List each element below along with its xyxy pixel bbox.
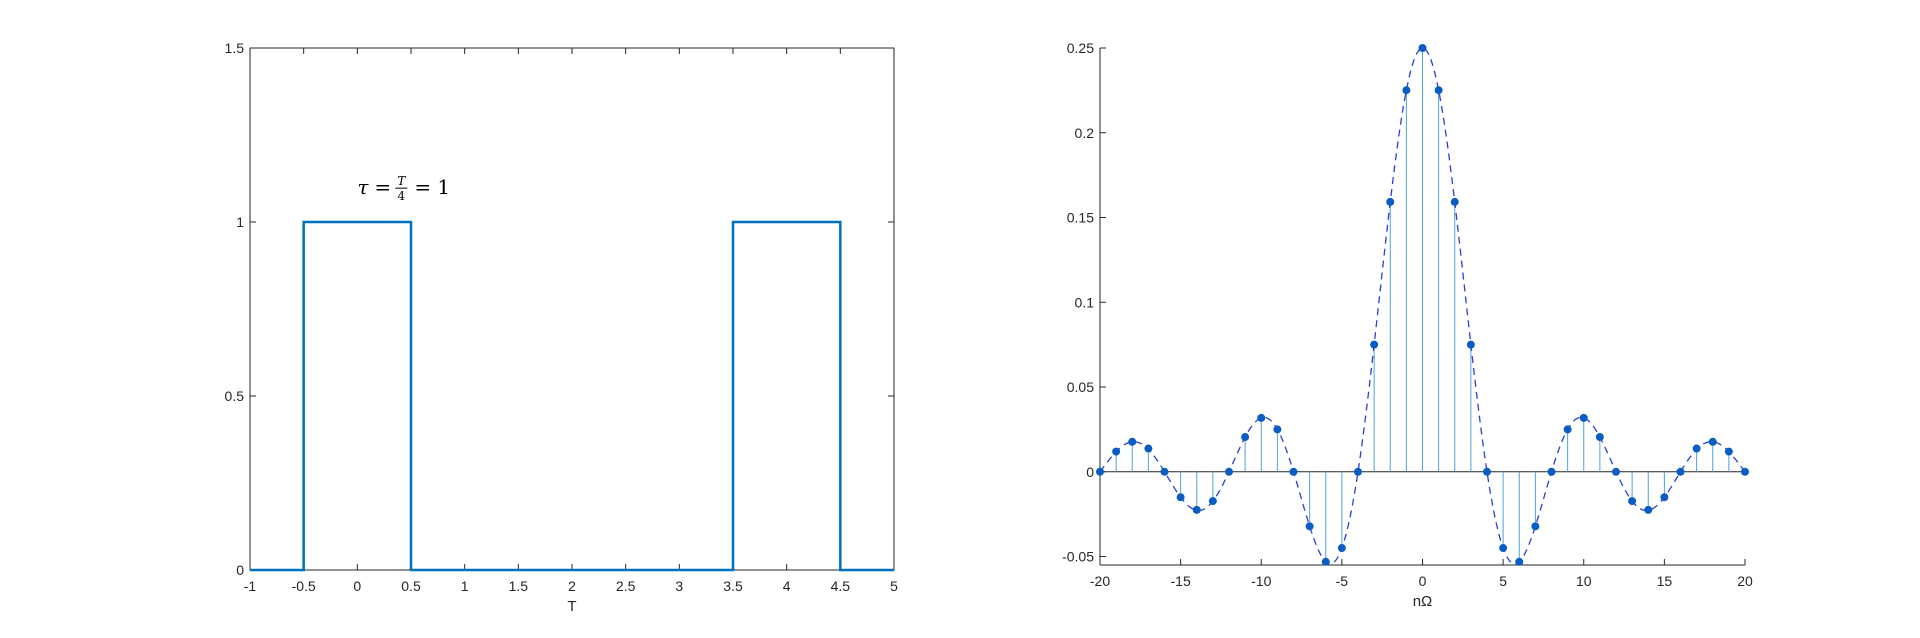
right-x-axis-label: nΩ xyxy=(1413,593,1433,610)
stem-marker xyxy=(1257,413,1266,422)
right-x-tick-label: -15 xyxy=(1171,573,1191,589)
right-y-ticks: -0.05 0 0.05 0.1 0.15 0.2 0.25 xyxy=(1062,40,1106,565)
stem-marker xyxy=(1595,433,1604,442)
right-x-tick-label: 0 xyxy=(1419,573,1427,589)
right-y-tick-label: 0.25 xyxy=(1067,40,1094,56)
stem-marker xyxy=(1354,467,1362,476)
left-series xyxy=(250,220,894,572)
left-subplot: -1 -0.5 0 0.5 1 1.5 2 2.5 3 3.5 4 4.5 5 0 0.5 1 1.5 T τ… xyxy=(225,40,899,615)
annotation-value: 1 xyxy=(437,175,450,199)
stem-marker xyxy=(1112,447,1121,456)
right-stems xyxy=(1115,48,1730,562)
right-x-tick-label: -10 xyxy=(1251,573,1271,589)
right-x-tick-label: 15 xyxy=(1657,573,1673,589)
rect-pulse-line xyxy=(250,220,894,572)
left-x-tick-label: 1.5 xyxy=(509,578,529,594)
stem-marker xyxy=(1160,467,1169,476)
right-x-ticks: -20 -15 -10 -5 0 5 10 15 20 xyxy=(1090,559,1753,589)
stem-marker xyxy=(1483,467,1491,476)
stem-marker xyxy=(1628,497,1637,506)
stem-marker xyxy=(1273,425,1282,434)
left-x-tick-label: 3 xyxy=(675,578,683,594)
left-y-tick-label: 1 xyxy=(236,214,244,230)
left-x-tick-label: 4 xyxy=(783,578,791,594)
left-x-tick-label: -1 xyxy=(244,578,257,594)
right-x-tick-label: 10 xyxy=(1576,573,1592,589)
annotation-equals-1: = xyxy=(374,175,391,199)
right-x-tick-label: -5 xyxy=(1336,573,1349,589)
stem-marker xyxy=(1402,86,1411,95)
left-x-tick-label: 1 xyxy=(461,578,469,594)
stem-marker xyxy=(1305,522,1314,531)
tau-annotation: τ = T 4 = 1 xyxy=(357,174,450,203)
right-y-tick-label: 0 xyxy=(1086,464,1094,480)
stem-marker xyxy=(1579,413,1588,422)
stem-marker xyxy=(1128,437,1137,446)
left-x-tick-label: 3.5 xyxy=(723,578,743,594)
left-x-tick-label: 5 xyxy=(890,578,898,594)
stem-marker xyxy=(1289,467,1298,476)
stem-marker xyxy=(1547,467,1556,476)
stem-marker xyxy=(1563,425,1572,434)
stem-marker xyxy=(1644,505,1653,514)
left-x-tick-label: -0.5 xyxy=(292,578,316,594)
stem-marker xyxy=(1321,557,1330,566)
right-y-tick-label: 0.05 xyxy=(1067,379,1094,395)
stem-marker xyxy=(1337,544,1346,553)
left-y-ticks: 0 0.5 1 1.5 xyxy=(225,40,894,578)
stem-marker xyxy=(1144,444,1153,453)
stem-marker xyxy=(1692,444,1701,453)
annotation-tau: τ xyxy=(357,175,369,199)
stem-marker xyxy=(1531,522,1540,531)
stem-marker xyxy=(1434,86,1443,95)
left-x-tick-label: 0.5 xyxy=(401,578,421,594)
stem-marker xyxy=(1386,197,1395,206)
stem-marker xyxy=(1724,447,1733,456)
right-y-tick-label: 0.1 xyxy=(1075,294,1095,310)
stem-marker xyxy=(1466,340,1475,349)
right-y-tick-label: 0.15 xyxy=(1067,210,1094,226)
stem-marker xyxy=(1370,340,1379,349)
left-x-tick-label: 4.5 xyxy=(831,578,851,594)
right-markers xyxy=(1096,44,1749,566)
stem-marker xyxy=(1225,467,1233,476)
right-subplot: -20 -15 -10 -5 0 5 10 15 20 -0.05 0 0.05 0.1 0.15 0.2… xyxy=(1062,40,1753,610)
annotation-denominator: 4 xyxy=(398,189,406,203)
right-x-tick-label: 20 xyxy=(1737,573,1753,589)
left-x-axis-label: T xyxy=(567,598,576,615)
stem-marker xyxy=(1096,467,1104,476)
stem-marker xyxy=(1450,197,1459,206)
right-y-tick-label: 0.2 xyxy=(1075,125,1095,141)
stem-marker xyxy=(1741,467,1749,476)
stem-marker xyxy=(1515,557,1524,566)
stem-marker xyxy=(1192,505,1201,514)
stem-marker xyxy=(1208,497,1217,506)
left-x-ticks: -1 -0.5 0 0.5 1 1.5 2 2.5 3 3.5 4 4.5 5 xyxy=(244,48,898,594)
left-x-tick-label: 2.5 xyxy=(616,578,636,594)
left-y-tick-label: 0.5 xyxy=(225,388,245,404)
left-y-tick-label: 1.5 xyxy=(225,40,245,56)
stem-marker xyxy=(1241,433,1250,442)
left-y-tick-label: 0 xyxy=(236,562,244,578)
stem-marker xyxy=(1418,44,1427,52)
stem-marker xyxy=(1612,467,1620,476)
stem-marker xyxy=(1676,467,1685,476)
right-y-tick-label: -0.05 xyxy=(1062,549,1094,565)
right-x-tick-label: 5 xyxy=(1499,573,1507,589)
stem-marker xyxy=(1708,437,1717,446)
stem-marker xyxy=(1176,493,1185,502)
annotation-numerator: T xyxy=(397,174,406,188)
annotation-equals-2: = xyxy=(414,175,431,199)
left-x-tick-label: 0 xyxy=(353,578,361,594)
left-x-tick-label: 2 xyxy=(568,578,576,594)
stem-marker xyxy=(1660,493,1669,502)
right-x-tick-label: -20 xyxy=(1090,573,1110,589)
left-axes-frame xyxy=(249,47,895,571)
stem-marker xyxy=(1499,544,1508,553)
